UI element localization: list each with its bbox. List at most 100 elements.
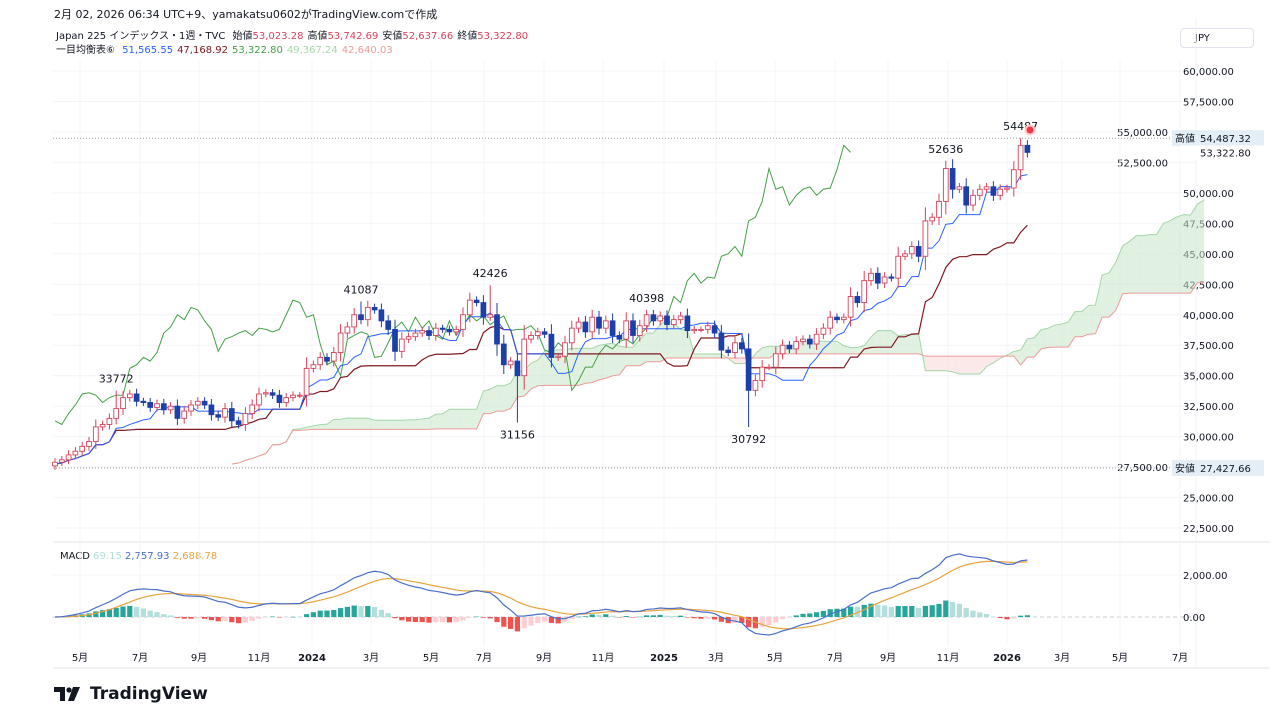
cloud-segment (653, 324, 661, 362)
cloud-segment (1013, 350, 1021, 365)
macd-histogram (52, 600, 1030, 632)
tradingview-logo-icon (54, 687, 80, 701)
cloud-segment (347, 417, 355, 430)
price-marker-bg (1172, 130, 1264, 147)
tradingview-logo[interactable]: TradingView (54, 684, 208, 704)
macd-hist-bar (848, 606, 854, 617)
extreme-price-label: 31156 (500, 429, 535, 442)
candle-body (847, 296, 854, 318)
candle-body (698, 328, 704, 331)
macd-line-value: 2,757.93 (125, 551, 170, 562)
cloud-segment (660, 320, 667, 362)
cloud-segment (850, 347, 858, 354)
cloud-segment (483, 389, 491, 414)
candle-body (283, 397, 290, 403)
macd-hist-bar (589, 614, 595, 617)
macd-hist-bar (276, 617, 282, 618)
cloud-segment (408, 419, 416, 430)
candle-body (650, 314, 657, 322)
macd-hist-bar (338, 608, 344, 617)
macd-hist-bar (270, 616, 276, 618)
macd-hist-bar (514, 617, 520, 632)
cloud-segment (884, 330, 892, 354)
price-marker-label: 高値 (1175, 132, 1195, 145)
candle-body (446, 328, 453, 333)
ohlc-value: 53,023.28 (252, 31, 304, 42)
cloud-segment (361, 418, 368, 430)
candle-body (228, 408, 235, 422)
currency-button[interactable]: JPY (1180, 28, 1254, 48)
y-tick-label: 42,500.00 (1183, 280, 1234, 291)
candle-body (58, 459, 65, 463)
macd-hist-bar (168, 615, 174, 617)
x-tick-label: 5月 (72, 652, 88, 664)
cloud-segment (735, 357, 742, 364)
candle-body (745, 348, 752, 391)
candle-body (378, 309, 385, 322)
candle-body (738, 342, 745, 350)
macd-legend[interactable]: MACD 69.15 2,757.93 2,688.78 (60, 551, 217, 562)
cloud-segment (429, 414, 436, 430)
candle-body (997, 188, 1004, 196)
candle-body (670, 319, 677, 325)
x-tick-label: 11月 (937, 652, 960, 664)
cloud-segment (503, 383, 511, 412)
ichimoku-cloud (231, 199, 1205, 465)
macd-hist-bar (650, 615, 656, 617)
candle-body (766, 366, 772, 369)
macd-line (54, 553, 1028, 636)
candle-body (215, 414, 222, 418)
cloud-segment (585, 348, 593, 384)
candle-body (752, 380, 759, 391)
macd-hist-bar (834, 608, 840, 617)
cloud-segment (354, 418, 361, 430)
candle-body (732, 342, 738, 353)
candle-body (201, 400, 208, 406)
macd-hist-bar (950, 601, 956, 617)
candle-body (840, 316, 847, 321)
macd-hist-bar (535, 617, 541, 624)
cloud-segment (1088, 305, 1096, 335)
macd-hist-bar (861, 604, 867, 617)
candle-body (86, 441, 92, 447)
ohlc-value: 52,637.66 (402, 31, 454, 42)
candle-body (990, 186, 997, 196)
ichimoku-legend-row[interactable]: 一目均衡表⑥ 51,565.55 47,168.92 53,322.80 49,367… (56, 44, 536, 58)
candle-body (256, 393, 262, 406)
macd-hist-bar (569, 617, 575, 620)
candle-body (1010, 169, 1017, 189)
ohlc-value: 53,322.80 (477, 31, 529, 42)
macd-hist-bar (147, 610, 153, 617)
candle-body (616, 335, 623, 340)
candle-body (827, 316, 834, 329)
macd-hist-bar (140, 608, 146, 617)
y-tick-label: 60,000.00 (1183, 67, 1234, 78)
macd-hist-bar (963, 608, 969, 617)
candle-body (861, 280, 868, 304)
macd-hist-bar (134, 607, 140, 617)
macd-hist-bar (548, 617, 554, 623)
candle-body (534, 331, 541, 336)
x-tick-label: 9月 (191, 652, 207, 664)
cloud-segment (340, 417, 348, 430)
macd-hist-bar (671, 615, 677, 617)
macd-hist-bar (174, 617, 180, 618)
candle-body (711, 325, 718, 334)
y-tick-label: 52,500.00 (1117, 158, 1168, 169)
candle-body (194, 400, 201, 406)
cloud-segment (1027, 337, 1035, 358)
candle-body (79, 445, 86, 452)
cloud-segment (639, 333, 647, 366)
cloud-segment (435, 413, 443, 429)
candle-body (888, 276, 895, 279)
y-tick-label: 57,500.00 (1183, 97, 1234, 108)
candle-body (602, 320, 609, 329)
candle-body (426, 330, 432, 336)
candles (52, 138, 1031, 471)
cloud-segment (517, 370, 525, 398)
macd-hist-bar (222, 617, 228, 622)
macd-hist-bar (236, 617, 242, 624)
cloud-segment (1177, 214, 1184, 294)
macd-hist-bar (1018, 615, 1024, 617)
